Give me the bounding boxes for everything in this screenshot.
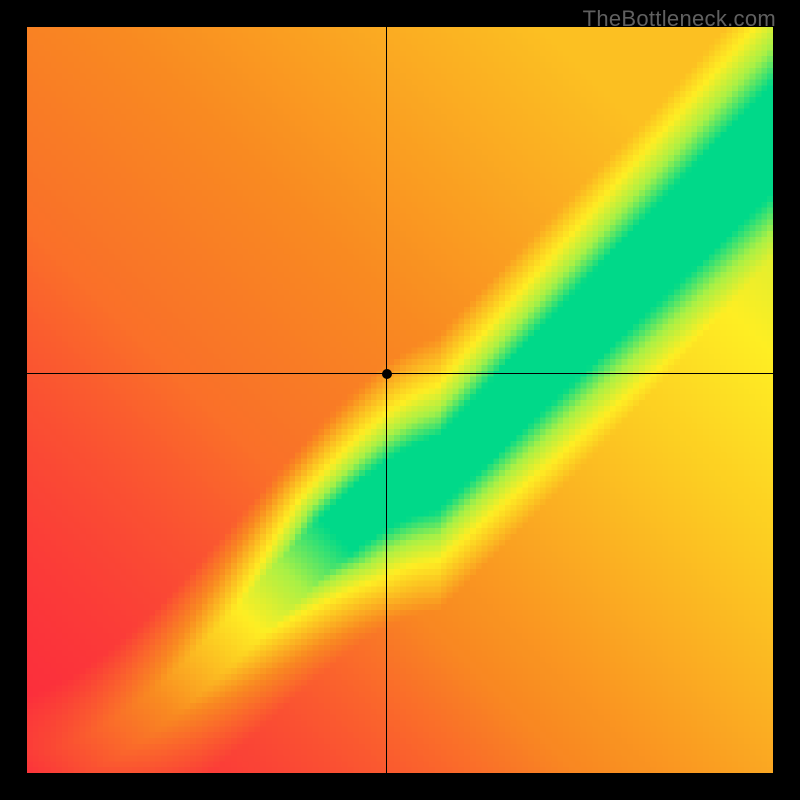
watermark-text: TheBottleneck.com bbox=[583, 6, 776, 32]
crosshair-horizontal bbox=[27, 373, 773, 374]
selection-marker[interactable] bbox=[382, 369, 392, 379]
crosshair-vertical bbox=[386, 27, 387, 773]
bottleneck-heatmap bbox=[27, 27, 773, 773]
